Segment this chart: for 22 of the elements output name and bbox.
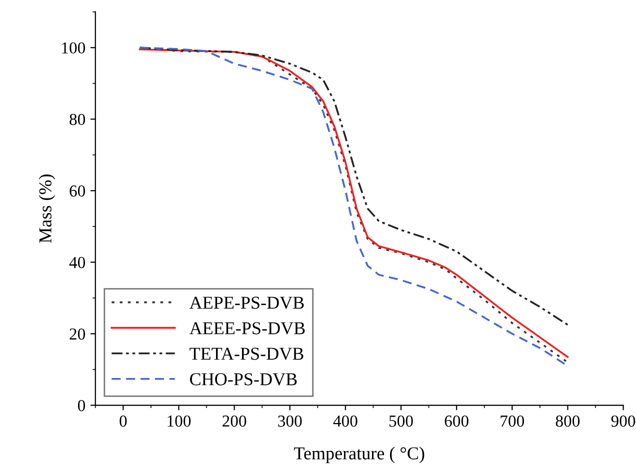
y-tick-label: 80 bbox=[70, 114, 86, 126]
x-tick-label: 700 bbox=[500, 415, 524, 427]
x-tick-label: 800 bbox=[556, 415, 580, 427]
x-tick-label: 100 bbox=[168, 415, 191, 427]
legend-label: TETA-PS-DVB bbox=[190, 348, 304, 360]
x-tick-label: 200 bbox=[222, 415, 246, 427]
x-tick-label: 0 bbox=[120, 415, 127, 427]
x-tick-label: 600 bbox=[444, 415, 468, 427]
y-tick-label: 0 bbox=[78, 400, 86, 412]
y-axis-title: Mass (%) bbox=[38, 174, 56, 243]
x-tick-label: 300 bbox=[278, 415, 302, 427]
x-tick-label: 400 bbox=[333, 415, 358, 427]
x-tick-label: 500 bbox=[389, 415, 413, 427]
y-tick-label: 60 bbox=[70, 185, 86, 197]
legend-label: CHO-PS-DVB bbox=[190, 373, 297, 386]
x-tick-label: 900 bbox=[611, 415, 636, 427]
legend-label: AEPE-PS-DVB bbox=[189, 296, 304, 309]
y-tick-label: 100 bbox=[62, 42, 86, 54]
legend-label: AEEE-PS-DVB bbox=[189, 322, 305, 334]
x-axis-title: Temperature ( °C) bbox=[294, 446, 424, 464]
y-tick-label: 20 bbox=[70, 328, 86, 340]
y-tick-label: 40 bbox=[69, 256, 86, 268]
